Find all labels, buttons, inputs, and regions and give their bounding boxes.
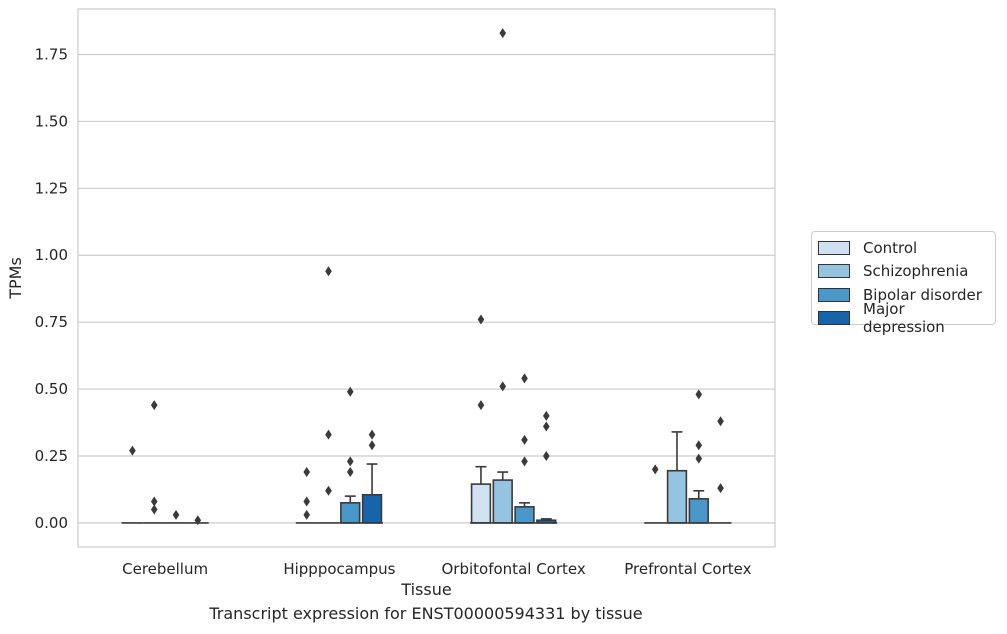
outlier-point	[499, 381, 507, 392]
y-tick-labels: 0.00 0.25 0.50 0.75 1.00 1.25 1.50 1.75	[35, 46, 68, 532]
outlier-point	[368, 440, 376, 451]
box-schizophrenia	[317, 266, 340, 524]
x-tick-label: Hipppocampus	[283, 560, 395, 578]
outlier-point	[172, 509, 180, 520]
outlier-point	[325, 429, 332, 440]
box-bipolar-disorder	[339, 386, 362, 524]
legend-swatch	[818, 240, 850, 255]
x-axis-label: Tissue	[400, 580, 451, 599]
outlier-point	[346, 456, 354, 467]
y-tick-label: 1.25	[35, 179, 68, 197]
outlier-point	[325, 485, 332, 496]
outlier-point	[651, 464, 659, 475]
y-tick-label: 1.50	[35, 112, 68, 130]
box-schizophrenia	[491, 28, 514, 524]
outlier-point	[542, 410, 550, 421]
legend-swatch	[818, 287, 850, 302]
x-tick-labels: Cerebellum Hipppocampus Orbitofontal Corte…	[122, 560, 751, 578]
legend-item: Control	[818, 236, 989, 260]
legend-item: Major depression	[818, 300, 989, 336]
y-tick-label: 1.75	[35, 46, 68, 64]
box-body	[470, 483, 492, 524]
outlier-point	[477, 314, 485, 325]
plot-area	[121, 28, 732, 526]
legend-item: Bipolar disorder	[818, 283, 989, 307]
box-major-depression	[535, 410, 558, 524]
x-tick-label: Cerebellum	[122, 560, 208, 578]
outlier-point	[521, 373, 528, 384]
outlier-point	[695, 453, 703, 464]
box-body	[666, 469, 688, 524]
gridlines	[78, 53, 775, 524]
outlier-point	[695, 440, 703, 451]
outlier-point	[542, 421, 550, 432]
box-body	[340, 502, 361, 524]
box-control	[644, 464, 667, 524]
outlier-point	[150, 496, 158, 507]
y-tick-label: 1.00	[35, 246, 68, 264]
legend-item: Schizophrenia	[818, 260, 989, 284]
legend-label: Major depression	[863, 300, 945, 337]
box-schizophrenia	[143, 400, 166, 524]
x-tick-label: Orbitofontal Cortex	[442, 560, 586, 578]
legend-swatch	[818, 264, 850, 279]
outlier-point	[717, 483, 724, 494]
outlier-point	[346, 386, 354, 397]
box-bipolar-disorder	[513, 373, 536, 524]
legend-swatch	[818, 311, 850, 326]
outlier-point	[325, 266, 332, 277]
y-axis-label: TPMs	[6, 257, 25, 300]
y-tick-label: 0.00	[35, 514, 68, 532]
outlier-point	[368, 429, 376, 440]
box-body	[492, 479, 513, 524]
outlier-point	[499, 28, 507, 39]
outlier-point	[521, 434, 528, 445]
box-major-depression	[709, 416, 732, 524]
box-control	[121, 445, 144, 524]
outlier-point	[129, 445, 136, 456]
legend-label: Schizophrenia	[863, 262, 969, 281]
x-tick-label: Prefrontal Cortex	[624, 560, 751, 578]
figure-caption: Transcript expression for ENST0000059433…	[209, 604, 643, 623]
box-body	[688, 498, 709, 524]
legend-label: Bipolar disorder	[863, 285, 982, 304]
outlier-point	[303, 509, 311, 520]
outlier-point	[303, 496, 311, 507]
outlier-point	[194, 515, 202, 526]
plot-frame	[77, 8, 776, 548]
outlier-point	[717, 416, 724, 427]
outlier-point	[303, 467, 311, 478]
outlier-point	[150, 400, 158, 411]
box-control	[295, 467, 318, 524]
y-tick-label: 0.75	[35, 313, 68, 331]
box-major-depression	[361, 429, 383, 524]
outlier-point	[477, 400, 485, 411]
legend: Control Schizophrenia Bipolar disorder Majo…	[811, 231, 996, 336]
outlier-point	[150, 504, 158, 515]
box-major-depression	[186, 515, 209, 526]
y-tick-label: 0.50	[35, 380, 68, 398]
box-schizophrenia	[666, 431, 688, 524]
outlier-point	[542, 450, 550, 461]
legend-label: Control	[863, 238, 918, 257]
outlier-point	[346, 467, 354, 478]
y-tick-label: 0.25	[35, 447, 68, 465]
box-bipolar-disorder	[165, 509, 187, 524]
box-control	[470, 314, 492, 524]
box-body	[361, 494, 383, 524]
box-body	[514, 506, 535, 524]
outlier-point	[695, 389, 703, 400]
box-bipolar-disorder	[687, 389, 710, 524]
outlier-point	[521, 456, 528, 467]
